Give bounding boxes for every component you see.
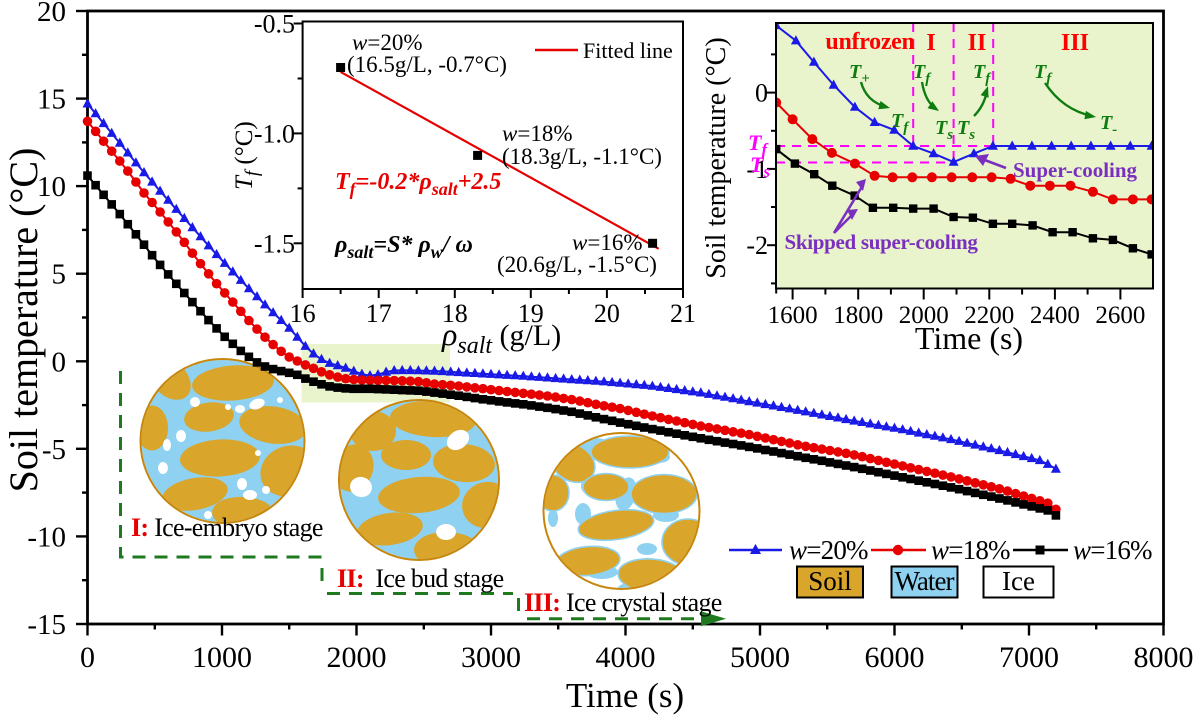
svg-text:Soil temperature (°C): Soil temperature (°C) <box>1 148 46 493</box>
svg-text:(20.6g/L, -1.5°C): (20.6g/L, -1.5°C) <box>497 252 657 277</box>
svg-text:Ice: Ice <box>1002 566 1035 596</box>
svg-text:-15: -15 <box>27 609 66 641</box>
svg-text:Skipped super-cooling: Skipped super-cooling <box>784 230 978 254</box>
svg-text:Tf (°C): Tf (°C) <box>231 121 263 190</box>
svg-text:Time (s): Time (s) <box>566 676 684 715</box>
svg-text:-5: -5 <box>42 434 66 466</box>
svg-text:Time (s): Time (s) <box>915 320 1023 356</box>
svg-text:-2: -2 <box>746 231 768 260</box>
svg-text:-1.0: -1.0 <box>254 119 295 148</box>
svg-text:w=16%: w=16% <box>1073 535 1152 565</box>
svg-text:3000: 3000 <box>461 641 521 674</box>
svg-text:19: 19 <box>518 299 544 328</box>
svg-text:0: 0 <box>80 641 95 674</box>
svg-text:5000: 5000 <box>730 641 790 674</box>
svg-text:8000: 8000 <box>1134 641 1194 674</box>
svg-text:ρsalt (g/L): ρsalt (g/L) <box>441 316 561 359</box>
svg-text:I: Ice-embryo stage: I: Ice-embryo stage <box>131 513 323 542</box>
svg-text:0: 0 <box>755 79 768 108</box>
svg-text:II: II <box>968 30 987 56</box>
svg-text:0: 0 <box>52 346 67 378</box>
svg-text:4000: 4000 <box>596 641 656 674</box>
svg-text:16: 16 <box>290 299 316 328</box>
svg-text:15: 15 <box>37 84 66 116</box>
svg-text:-0.5: -0.5 <box>254 10 295 39</box>
svg-text:w=18%: w=18% <box>931 535 1010 565</box>
svg-text:-1.5: -1.5 <box>254 229 295 258</box>
svg-text:Fitted line: Fitted line <box>583 38 673 63</box>
svg-text:20: 20 <box>594 299 620 328</box>
svg-text:III: III <box>1061 30 1089 56</box>
svg-text:18: 18 <box>442 299 468 328</box>
svg-text:Soil temperature (°C): Soil temperature (°C) <box>701 37 732 278</box>
svg-text:II: Ice bud stage: II: Ice bud stage <box>337 564 504 593</box>
svg-text:1600: 1600 <box>768 302 818 329</box>
svg-text:Water: Water <box>895 566 955 596</box>
svg-text:2000: 2000 <box>327 641 387 674</box>
svg-text:20: 20 <box>37 0 66 28</box>
svg-text:17: 17 <box>366 299 392 328</box>
svg-text:w=20%: w=20% <box>789 535 868 565</box>
svg-text:I: I <box>926 30 935 56</box>
svg-text:21: 21 <box>670 299 696 328</box>
svg-text:2600: 2600 <box>1095 302 1145 329</box>
svg-text:(16.5g/L, -0.7°C): (16.5g/L, -0.7°C) <box>347 52 507 77</box>
svg-text:w=18%: w=18% <box>502 121 572 146</box>
svg-text:1000: 1000 <box>192 641 252 674</box>
svg-text:5: 5 <box>52 259 67 291</box>
svg-text:7000: 7000 <box>999 641 1059 674</box>
svg-text:2200: 2200 <box>964 302 1014 329</box>
svg-text:unfrozen: unfrozen <box>825 29 914 55</box>
svg-text:-1: -1 <box>746 155 768 184</box>
svg-text:w=20%: w=20% <box>352 30 422 55</box>
svg-text:w=16%: w=16% <box>572 230 642 255</box>
svg-text:-10: -10 <box>27 521 66 553</box>
svg-text:Tf=-0.2*ρsalt+2.5: Tf=-0.2*ρsalt+2.5 <box>335 169 501 199</box>
svg-text:2400: 2400 <box>1030 302 1080 329</box>
svg-text:(18.3g/L, -1.1°C): (18.3g/L, -1.1°C) <box>502 144 662 169</box>
svg-text:2000: 2000 <box>899 302 949 329</box>
svg-text:1800: 1800 <box>833 302 883 329</box>
svg-text:III: Ice crystal stage: III: Ice crystal stage <box>524 588 722 617</box>
svg-text:Super-cooling: Super-cooling <box>1013 158 1138 182</box>
svg-text:Soil: Soil <box>808 566 852 596</box>
svg-text:10: 10 <box>37 171 66 203</box>
svg-text:6000: 6000 <box>865 641 925 674</box>
